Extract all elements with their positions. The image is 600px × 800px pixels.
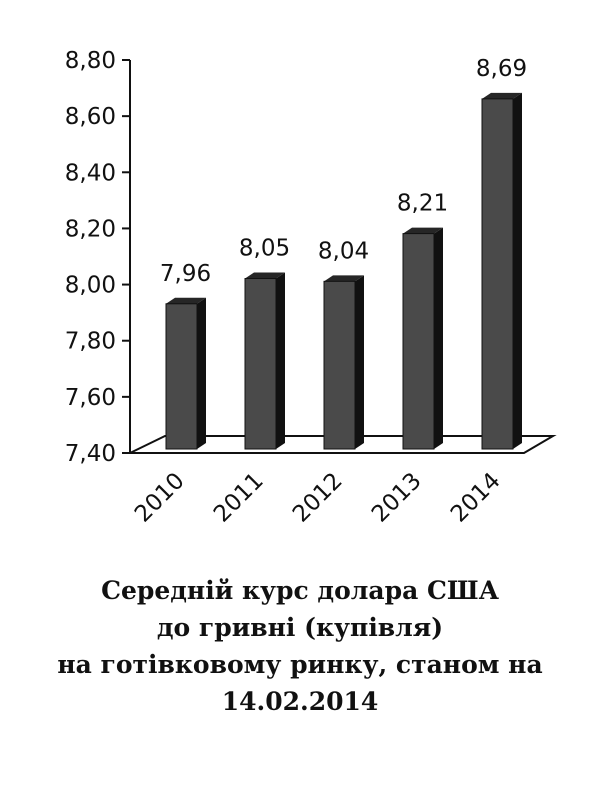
y-tick-label: 8,80 xyxy=(65,48,116,74)
x-axis-labels: 2010 2011 2012 2013 2014 xyxy=(130,468,506,528)
x-tick-label: 2012 xyxy=(288,468,348,528)
bar-2013 xyxy=(402,227,443,450)
caption-line-4: 14.02.2014 xyxy=(221,687,379,716)
bar-side xyxy=(434,227,443,449)
bars xyxy=(165,92,522,450)
y-tick-label: 7,40 xyxy=(65,441,116,467)
value-label: 8,21 xyxy=(397,191,448,217)
y-tick-label: 8,00 xyxy=(65,273,116,299)
y-tick-label: 8,60 xyxy=(65,104,116,130)
bar-side xyxy=(197,297,206,449)
bar-2014 xyxy=(481,92,522,450)
y-tick-label: 7,60 xyxy=(65,385,116,411)
y-axis-ticks: 7,40 7,60 7,80 8,00 8,20 8,40 8,60 8,80 xyxy=(65,48,130,467)
caption-line-3: на готівковому ринку, станом на xyxy=(57,650,543,679)
value-label: 8,05 xyxy=(239,236,290,262)
y-tick-label: 7,80 xyxy=(65,329,116,355)
bar-front xyxy=(402,233,435,450)
caption-line-1: Середній курс долара США xyxy=(101,576,499,605)
bar-2010 xyxy=(165,297,206,450)
bar-2011 xyxy=(244,272,285,450)
bar-front xyxy=(244,278,277,450)
bar-front xyxy=(323,280,356,450)
value-label: 8,04 xyxy=(318,238,369,264)
x-tick-label: 2010 xyxy=(130,468,190,528)
bar-top xyxy=(245,272,285,279)
bar-front xyxy=(165,303,198,450)
bar-2012 xyxy=(323,275,364,450)
chart-caption: Середній курс долара США до гривні (купі… xyxy=(0,572,600,720)
bar-side xyxy=(513,92,522,449)
bar-chart: 7,40 7,60 7,80 8,00 8,20 8,40 8,60 8,80 7,96 8,0… xyxy=(65,48,557,528)
value-label: 7,96 xyxy=(160,261,211,287)
bar-top xyxy=(166,297,206,304)
y-tick-label: 8,40 xyxy=(65,160,116,186)
bar-side xyxy=(276,272,285,449)
bar-side xyxy=(355,275,364,449)
caption-line-2: до гривні (купівля) xyxy=(156,613,444,642)
x-tick-label: 2013 xyxy=(367,468,427,528)
value-labels: 7,96 8,05 8,04 8,21 8,69 xyxy=(160,56,527,287)
bar-front xyxy=(481,98,514,450)
bar-top xyxy=(324,275,364,282)
x-tick-label: 2011 xyxy=(209,468,269,528)
value-label: 8,69 xyxy=(476,56,527,82)
x-tick-label: 2014 xyxy=(446,468,506,528)
bar-top xyxy=(403,227,443,234)
y-tick-label: 8,20 xyxy=(65,216,116,242)
bar-top xyxy=(482,92,522,99)
